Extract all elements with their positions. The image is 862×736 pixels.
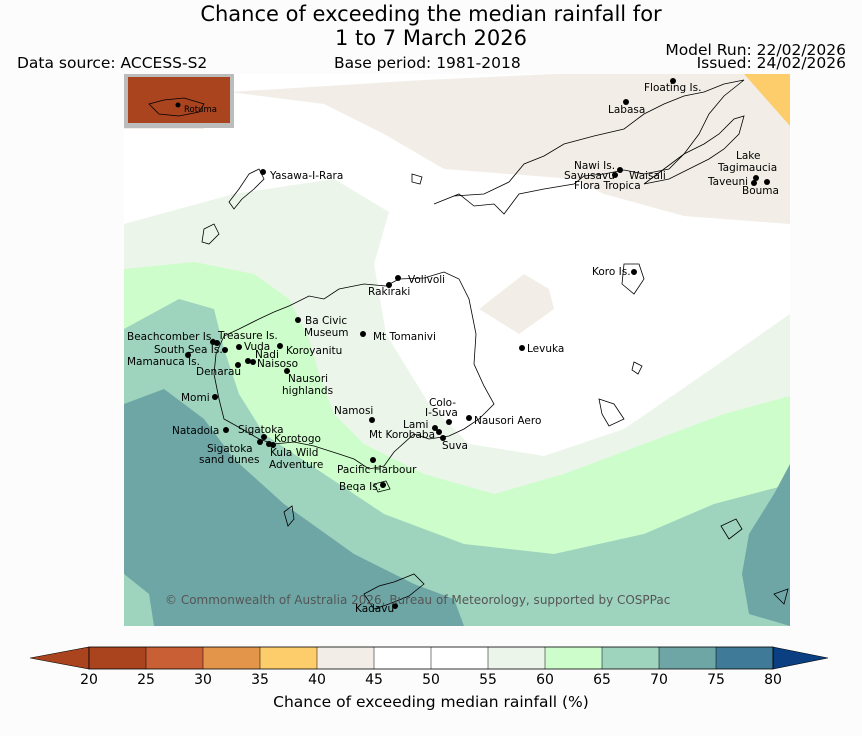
colorbar-bin-50-55 [431,647,488,669]
svg-text:Savusavu: Savusavu [564,170,615,182]
svg-text:Suva: Suva [442,440,468,452]
colorbar-tick-45: 45 [365,672,383,688]
svg-text:Namosi: Namosi [334,405,373,417]
colorbar-bin-45-50 [374,647,431,669]
title-line-2: 1 to 7 March 2026 [335,26,527,50]
svg-text:Korotogo: Korotogo [274,433,321,445]
svg-text:Floating Is.: Floating Is. [644,82,701,94]
svg-text:Beqa Is.: Beqa Is. [339,481,381,493]
colorbar-bin-30-35 [203,647,260,669]
svg-text:Levuka: Levuka [527,343,564,355]
svg-text:Volivoli: Volivoli [408,274,445,286]
svg-text:Flora Tropica: Flora Tropica [574,180,641,192]
title-line-1: Chance of exceeding the median rainfall … [200,2,662,26]
colorbar-tick-75: 75 [707,672,725,688]
colorbar-bin-35-40 [260,647,317,669]
colorbar-extend-low [30,646,90,670]
svg-text:Nausori: Nausori [288,373,328,385]
colorbar-label: Chance of exceeding median rainfall (%) [273,693,589,711]
svg-text:Mt Tomanivi: Mt Tomanivi [373,331,436,343]
issued-date: Issued: 24/02/2026 [696,54,846,72]
colorbar-extend-high [772,646,829,670]
colorbar-bin-40-45 [317,647,374,669]
svg-text:Momi: Momi [181,392,210,404]
svg-text:Tagimaucia: Tagimaucia [717,162,777,174]
colorbar-bin-65-70 [602,647,659,669]
model-run: Model Run: 22/02/2026 [665,41,846,59]
svg-text:Yasawa-I-Rara: Yasawa-I-Rara [269,170,343,182]
colorbar-tick-30: 30 [194,672,212,688]
svg-text:Nadi: Nadi [255,349,279,361]
svg-text:Mt Korobaba: Mt Korobaba [369,429,435,441]
svg-text:Mamanuca Is.: Mamanuca Is. [127,356,200,368]
svg-text:Labasa: Labasa [608,104,645,116]
svg-text:Colo-: Colo- [429,397,456,409]
svg-text:Nawi Is.: Nawi Is. [574,160,615,172]
base-period: Base period: 1981-2018 [334,54,521,72]
svg-text:Denarau: Denarau [196,366,241,378]
colorbar-tick-50: 50 [422,672,440,688]
svg-text:Kula Wild: Kula Wild [270,447,318,459]
svg-text:Rotuma: Rotuma [184,105,217,115]
colorbar-tick-20: 20 [80,672,98,688]
svg-text:Natadola: Natadola [172,425,219,437]
colorbar-tick-70: 70 [650,672,668,688]
svg-text:Vuda: Vuda [244,341,270,353]
svg-text:Lami: Lami [403,419,428,431]
svg-text:Beachcomber Is.: Beachcomber Is. [127,331,215,343]
svg-text:Koroyanitu: Koroyanitu [286,345,342,357]
inset-rotuma: Rotuma [124,74,234,128]
svg-text:Rakiraki: Rakiraki [368,286,410,298]
zone-70-75 [124,389,464,626]
svg-text:Nausori Aero: Nausori Aero [474,415,541,427]
colorbar-tick-55: 55 [479,672,497,688]
data-source: Data source: ACCESS-S2 [17,54,208,72]
colorbar-tick-40: 40 [308,672,326,688]
svg-text:Kadavu: Kadavu [355,603,394,615]
svg-text:Naisoso: Naisoso [257,358,298,370]
colorbar [30,646,829,670]
svg-text:Taveuni: Taveuni [707,176,748,188]
places: Floating Is. Labasa Nawi Is. Savusavu Wa… [127,78,779,615]
colorbar-tick-65: 65 [593,672,611,688]
svg-text:Adventure: Adventure [269,459,323,471]
svg-text:Sigatoka: Sigatoka [207,443,253,455]
zone-70-75-east [742,464,790,626]
svg-text:South Sea Is.: South Sea Is. [154,344,223,356]
svg-text:Bouma: Bouma [742,185,779,197]
svg-text:Museum: Museum [304,327,349,339]
svg-text:sand dunes: sand dunes [199,454,259,466]
colorbar-bin-20-25 [89,647,146,669]
colorbar-tick-35: 35 [251,672,269,688]
rainfall-map: Floating Is. Labasa Nawi Is. Savusavu Wa… [124,74,790,626]
colorbar-bin-60-65 [545,647,602,669]
svg-text:Sigatoka: Sigatoka [238,424,284,436]
svg-text:Pacific Harbour: Pacific Harbour [337,464,417,476]
svg-text:Koro Is.: Koro Is. [592,266,631,278]
zone-40-45-small [479,274,554,334]
zone-35-40 [744,74,790,126]
svg-text:Ba Civic: Ba Civic [305,315,347,327]
colorbar-tick-60: 60 [536,672,554,688]
colorbar-bin-75-80 [716,647,773,669]
svg-text:Treasure Is.: Treasure Is. [217,330,278,342]
colorbar-tick-80: 80 [764,672,782,688]
colorbar-tick-25: 25 [137,672,155,688]
colorbar-bin-55-60 [488,647,545,669]
svg-text:I-Suva: I-Suva [425,407,458,419]
svg-text:Lake: Lake [736,150,760,162]
copyright: © Commonwealth of Australia 2026, Bureau… [165,593,670,607]
svg-text:Waisali: Waisali [629,170,666,182]
colorbar-bin-25-30 [146,647,203,669]
colorbar-bin-70-75 [659,647,716,669]
zone-65-70-sw [124,574,154,626]
svg-text:highlands: highlands [282,385,333,397]
